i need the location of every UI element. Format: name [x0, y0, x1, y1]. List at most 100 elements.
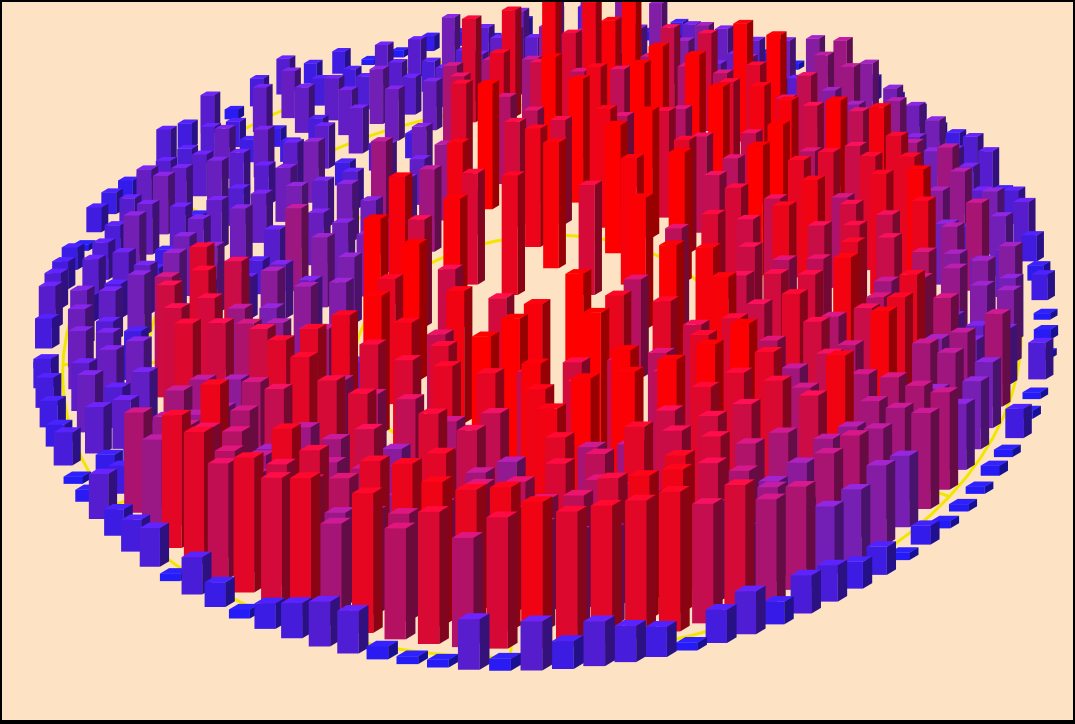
bar-side-face [834, 500, 844, 577]
bar [233, 452, 264, 593]
bar-top-face [437, 264, 464, 270]
bar-top-face [173, 231, 197, 237]
bar-top-face [427, 329, 454, 335]
bar-top-face [337, 605, 369, 611]
bar-front-face [1033, 313, 1051, 320]
bar [84, 402, 112, 454]
bar-top-face [670, 18, 689, 23]
bar-top-face [791, 382, 820, 388]
bar-top-face [885, 97, 907, 102]
bar-front-face [790, 575, 812, 614]
bar-side-face [966, 398, 975, 470]
bar-top-face [637, 106, 660, 111]
bar-top-face [457, 613, 490, 620]
bar-side-face [784, 596, 794, 625]
bar-top-face [562, 357, 591, 363]
bar-top-face [866, 459, 896, 466]
bar-front-face [369, 69, 384, 125]
bar-top-face [71, 358, 98, 364]
bar-top-face [290, 352, 318, 358]
bar-top-face [689, 329, 717, 336]
bar-top-face [590, 499, 622, 506]
bar-front-face [978, 151, 993, 189]
bar-side-face [605, 615, 615, 667]
bar-front-face [34, 318, 52, 349]
bar [229, 148, 251, 195]
bar-front-face [525, 128, 541, 247]
bar-top-face [839, 430, 869, 436]
bar-top-face [324, 507, 355, 513]
bar-top-face [831, 193, 855, 198]
bar-top-face [817, 559, 848, 566]
bar-top-face [133, 260, 158, 266]
bar-top-face [204, 576, 235, 583]
bar-top-face [996, 285, 1022, 291]
bar-top-face [623, 421, 654, 427]
bar-front-face [1013, 201, 1029, 243]
bar-side-face [1040, 387, 1049, 400]
bar-front-face [645, 626, 667, 657]
bar-top-face [254, 597, 286, 604]
bar [521, 496, 553, 649]
bar-top-face [155, 156, 178, 161]
bar-top-face [520, 615, 553, 622]
bar-top-face [814, 51, 835, 56]
bar-top-face [962, 132, 984, 137]
bar-top-face [970, 280, 995, 286]
bar-top-face [757, 481, 787, 488]
bar-top-face [124, 407, 153, 413]
bar-front-face [568, 78, 584, 203]
bar-front-face [86, 207, 102, 233]
bar-top-face [264, 383, 293, 390]
bar-top-face [200, 91, 221, 96]
bar-top-face [98, 345, 125, 350]
bar-side-face [950, 515, 960, 529]
bar-top-face [849, 369, 878, 375]
bar-side-face [646, 494, 656, 639]
bar-top-face [673, 135, 697, 140]
bar-top-face [889, 547, 919, 553]
bar-side-face [1009, 323, 1018, 385]
bar-side-face [806, 481, 816, 590]
bar [675, 636, 707, 651]
bar-top-face [859, 59, 879, 64]
bar-top-face [691, 381, 720, 388]
bar-side-face [297, 138, 304, 186]
bar-top-face [84, 402, 112, 408]
bar-top-face [95, 316, 121, 322]
bar-top-face [391, 47, 410, 51]
bar [842, 556, 873, 589]
bar-top-face [112, 248, 136, 253]
bar [658, 485, 690, 632]
bar-top-face [601, 16, 622, 21]
bar-top-face [495, 92, 517, 97]
bar-top-face [388, 172, 413, 177]
bar-top-face [820, 311, 847, 317]
bar [734, 585, 766, 635]
bar-top-face [446, 286, 473, 292]
bar-top-face [34, 313, 60, 319]
bar-top-face [978, 147, 1000, 152]
bar-top-face [883, 84, 904, 89]
bar-side-face [909, 450, 919, 528]
bar-side-face [517, 171, 526, 296]
bar-top-face [104, 382, 131, 388]
bar-top-face [190, 265, 217, 271]
bar [1005, 403, 1032, 439]
bar-top-face [710, 272, 737, 278]
bar-top-face [86, 203, 109, 208]
bar-top-face [285, 203, 309, 209]
bar-front-face [457, 619, 480, 670]
bar-top-face [610, 65, 631, 70]
bar-side-face [680, 485, 690, 632]
bar-front-face [324, 78, 339, 121]
bar-top-face [393, 355, 422, 361]
bar-side-face [949, 387, 959, 490]
bar-top-face [321, 433, 350, 440]
bar-top-face [246, 256, 270, 261]
bar-side-face [301, 203, 309, 292]
bar-side-face [798, 60, 805, 70]
bar-top-face [411, 122, 433, 127]
bar-top-face [70, 285, 95, 291]
